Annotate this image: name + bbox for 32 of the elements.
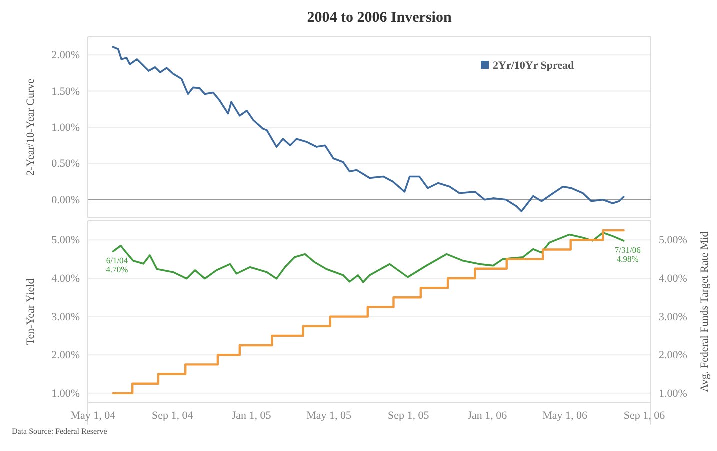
y-tick-label: 1.50% [52, 86, 80, 98]
y2-axis-title: Avg. Federal Funds Target Rate Mid [699, 231, 711, 392]
y-tick-label: 1.00% [52, 122, 80, 134]
y-axis-title: Ten-Year Yield [25, 278, 37, 346]
y2-tick-label: 3.00% [659, 311, 688, 324]
legend-label: 2Yr/10Yr Spread [493, 60, 574, 72]
x-tick-label: Sep 1, 06 [624, 410, 666, 422]
x-tick-label: Jan 1, 06 [468, 410, 508, 422]
x-tick-label: May 1, 05 [306, 410, 352, 422]
y2-tick-label: 5.00% [659, 234, 688, 247]
chart-title: 2004 to 2006 Inversion [307, 10, 452, 26]
source-note: Data Source: Federal Reserve [12, 427, 108, 436]
y-tick-label: 2.00% [52, 50, 80, 62]
y2-tick-label: 2.00% [659, 350, 688, 362]
y-tick-label: 4.00% [52, 272, 80, 285]
annotation: 6/1/04 4.70% [106, 256, 129, 275]
y2-tick-label: 4.00% [659, 272, 688, 285]
y-tick-label: 0.00% [52, 194, 80, 206]
x-tick-label: May 1, 04 [70, 410, 116, 422]
x-tick-label: Jan 1, 05 [232, 410, 272, 422]
annotation: 7/31/06 4.98% [614, 244, 641, 264]
y-tick-label: 1.00% [52, 388, 80, 400]
y-tick-label: 2.00% [52, 350, 80, 362]
x-tick-label: May 1, 06 [542, 410, 588, 422]
y-tick-label: 3.00% [52, 311, 80, 324]
y-tick-label: 5.00% [52, 234, 80, 247]
x-tick-label: Sep 1, 05 [388, 410, 430, 422]
y-tick-label: 0.50% [52, 158, 80, 170]
y-axis-title: 2-Year/10-Year Curve [25, 78, 37, 176]
x-tick-label: Sep 1, 04 [152, 410, 194, 422]
line-series [112, 46, 625, 212]
y2-tick-label: 1.00% [659, 388, 688, 400]
